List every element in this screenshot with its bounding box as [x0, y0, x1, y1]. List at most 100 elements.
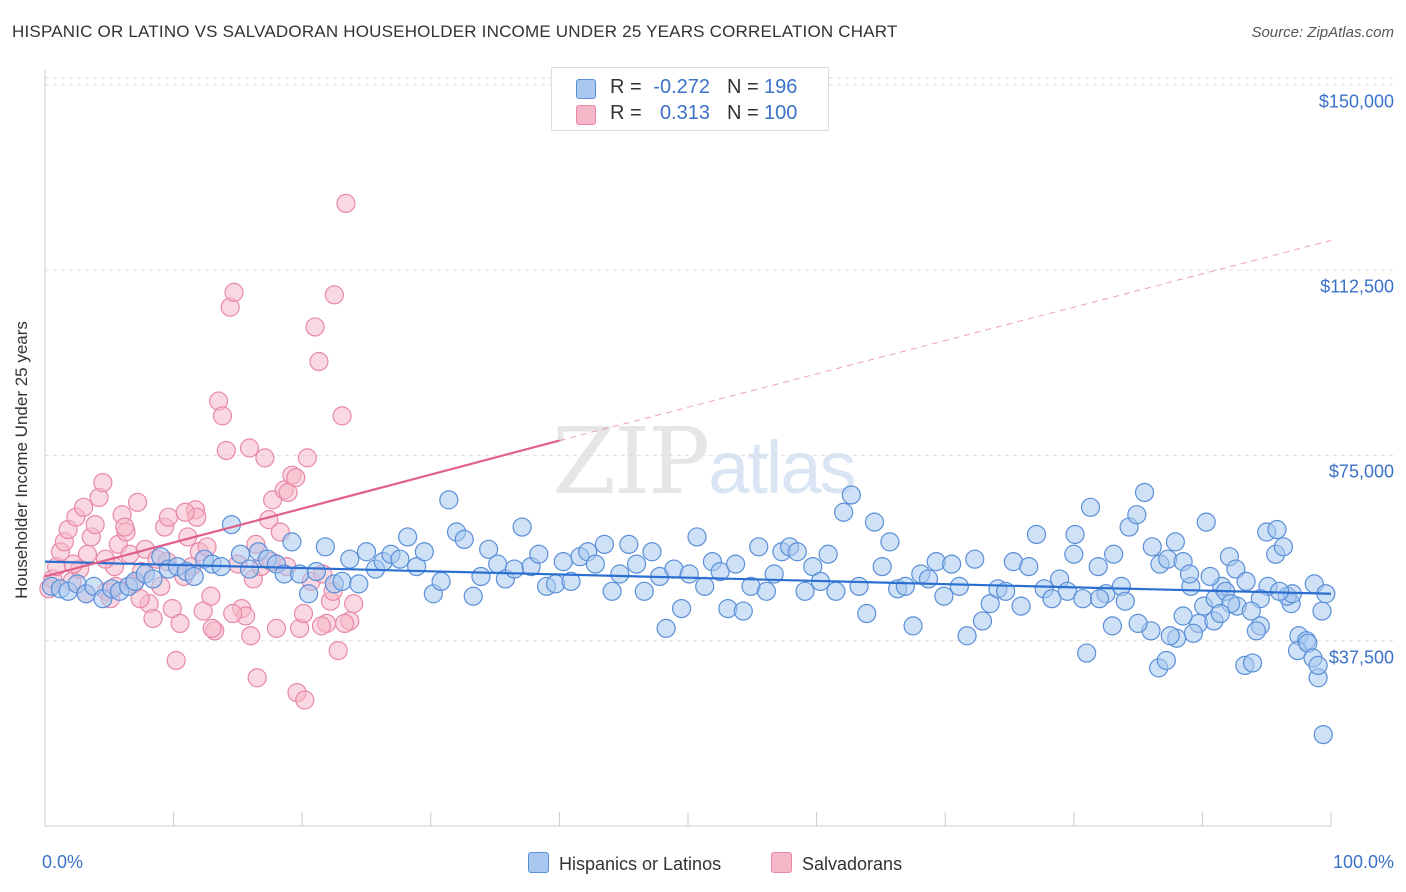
hispanic-point: [1073, 589, 1093, 609]
hispanic-point: [656, 618, 676, 638]
hispanic-trend-line: [44, 560, 1332, 595]
hispanic-point: [1077, 643, 1097, 663]
x-tick-label: 0.0%: [42, 852, 84, 872]
hispanic-point: [849, 576, 869, 596]
hispanic-point: [504, 559, 524, 579]
hispanic-point: [695, 576, 715, 596]
hispanic-point: [949, 576, 969, 596]
hispanic-point: [1088, 556, 1108, 577]
legend-r-label: R =: [610, 76, 642, 98]
salvadoran-point: [170, 613, 190, 634]
salvadoran-point: [295, 690, 315, 710]
hispanic-point: [895, 576, 915, 596]
hispanic-point: [1313, 724, 1333, 745]
salvadoran-trend-line: [44, 439, 560, 578]
hispanic-point: [184, 566, 204, 587]
hispanic-point: [390, 549, 410, 569]
salvadoran-point: [332, 406, 352, 426]
hispanic-point: [642, 542, 662, 562]
hispanic-point: [143, 569, 163, 589]
hispanic-point: [903, 616, 923, 636]
hispanic-point: [1104, 544, 1124, 564]
hispanic-point: [1196, 512, 1216, 532]
hispanic-point: [299, 584, 319, 604]
legend-row-salvadoran: R = 0.313 N = 100: [552, 102, 828, 128]
hispanic-point: [479, 539, 499, 559]
legend-n-label: N =: [727, 102, 759, 124]
hispanic-point: [349, 574, 369, 594]
hispanic-point: [725, 554, 746, 574]
hispanic-point: [803, 556, 823, 577]
hispanic-point: [356, 542, 377, 562]
salvadoran-point: [309, 351, 329, 372]
hispanic-point: [306, 561, 326, 582]
y-tick-label: $150,000: [1318, 91, 1394, 112]
hispanic-point: [332, 571, 352, 592]
hispanic-point: [934, 586, 954, 606]
salvadoran-point: [223, 603, 243, 624]
hispanic-point: [679, 564, 699, 584]
hispanic-point: [340, 549, 360, 569]
hispanic-point: [864, 512, 885, 532]
hispanic-point: [1308, 655, 1328, 676]
hispanic-point: [1236, 571, 1256, 592]
hispanic-point: [239, 559, 260, 579]
salvadoran-point: [247, 668, 267, 688]
hispanic-point: [965, 549, 985, 569]
hispanic-point: [1226, 559, 1246, 579]
y-axis-label-container: Householder Income Under 25 years: [10, 290, 34, 630]
hispanic-point: [1312, 601, 1332, 621]
salvadoran-point: [336, 193, 356, 214]
hispanic-point: [1127, 505, 1147, 525]
hispanic-point: [749, 537, 769, 557]
salvadoran-point: [305, 317, 325, 337]
salvadoran-point: [202, 618, 222, 638]
salvadoran-point: [73, 497, 94, 517]
salvadoran-point: [115, 517, 135, 537]
salvadoran-point: [239, 438, 260, 458]
hispanic-point: [687, 527, 707, 547]
salvadoran-point: [328, 640, 348, 661]
salvadoran-point: [193, 601, 213, 621]
x-tick-label: 100.0%: [1332, 852, 1394, 872]
hispanic-point: [1273, 537, 1294, 557]
salvadoran-point: [344, 594, 364, 614]
hispanic-point: [315, 537, 335, 557]
hispanic-point: [733, 601, 753, 621]
source-label: Source: ZipAtlas.com: [1251, 24, 1394, 41]
hispanic-point: [561, 571, 581, 592]
legend-swatch-blue: [576, 79, 596, 99]
salvadoran-trend-extension: [559, 239, 1332, 442]
hispanic-point: [282, 532, 302, 552]
hispanic-point: [841, 485, 861, 505]
bottom-legend-label-hispanic: Hispanics or Latinos: [559, 854, 722, 874]
hispanic-point: [1179, 564, 1200, 584]
hispanic-point: [585, 554, 606, 574]
y-tick-label: $37,500: [1328, 647, 1394, 668]
hispanic-point: [454, 529, 474, 550]
correlation-legend: R = -0.272 N = 196 R = 0.313 N = 100: [551, 67, 829, 131]
hispanic-point: [1065, 524, 1085, 545]
salvadoran-point: [224, 282, 244, 302]
hispanic-point: [880, 532, 900, 552]
watermark-zip: ZIP: [552, 408, 710, 515]
hispanic-point: [764, 564, 784, 584]
hispanic-point: [553, 552, 573, 572]
hispanic-point: [1156, 650, 1176, 671]
hispanic-point: [1173, 606, 1193, 626]
hispanic-point: [431, 571, 451, 592]
hispanic-point: [857, 603, 877, 624]
hispanic-point: [1210, 603, 1231, 624]
hispanic-point: [1128, 613, 1148, 634]
legend-r-value: -0.272: [653, 76, 710, 98]
hispanic-point: [1165, 532, 1185, 552]
hispanic-point: [1064, 544, 1084, 564]
legend-n-value: 196: [764, 76, 798, 98]
hispanic-point: [1200, 566, 1220, 587]
hispanic-point: [1019, 556, 1039, 577]
salvadoran-point: [158, 507, 179, 527]
hispanic-point: [634, 581, 654, 601]
hispanic-point: [1080, 497, 1101, 517]
hispanic-point: [619, 534, 639, 554]
watermark-atlas: atlas: [708, 426, 856, 509]
